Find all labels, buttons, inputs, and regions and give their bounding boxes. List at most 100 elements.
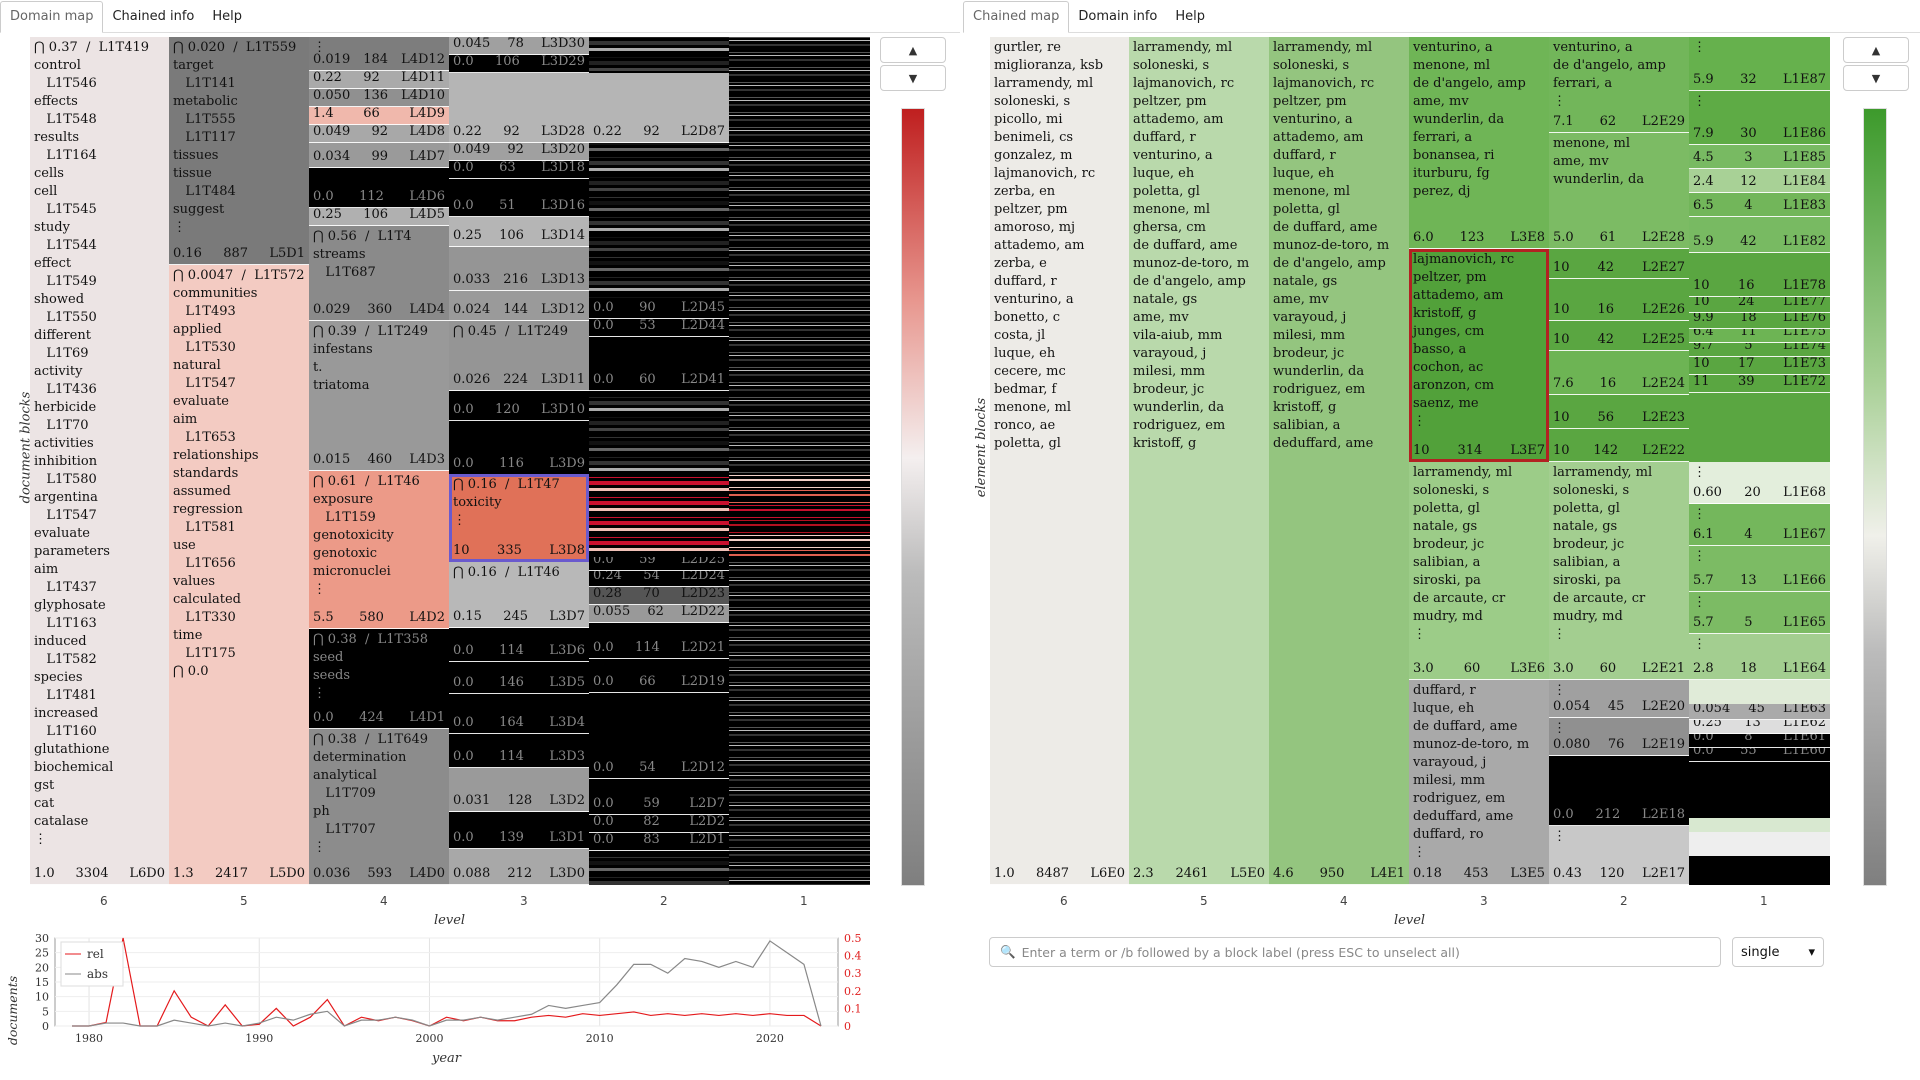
block-L1E86[interactable]: ⋮ 7.9 30 L1E86 <box>1689 91 1830 145</box>
block-L4D1[interactable]: ⋂ 0.38 / L1T358 seed seeds ⋮ 0.0 424 L4D1 <box>309 629 449 729</box>
chained-map[interactable]: gurtler, re miglioranza, ksb larramendy,… <box>990 37 1830 885</box>
block-L3D13[interactable]: 0.033 216 L3D13 <box>449 247 589 291</box>
block-L1E63[interactable]: 0.054 45 L1E63 <box>1689 704 1830 720</box>
tab-chained-info[interactable]: Chained info <box>112 9 195 24</box>
block-L1E66[interactable]: ⋮ 5.7 13 L1E66 <box>1689 546 1830 592</box>
block-L4D5[interactable]: 0.25 106 L4D5 <box>309 208 449 226</box>
domain-col-level5[interactable]: ⋂ 0.020 / L1T559 target L1T141 metabolic… <box>169 37 310 885</box>
domain-col-level1[interactable] <box>729 37 870 885</box>
block-L3E8[interactable]: venturino, a menone, ml de d'angelo, amp… <box>1409 37 1549 249</box>
block-L3D5[interactable]: 0.0 146 L3D5 <box>449 662 589 694</box>
block-L4D0[interactable]: ⋂ 0.38 / L1T649 determination analytical… <box>309 729 449 885</box>
block-L1E67[interactable]: ⋮ 6.1 4 L1E67 <box>1689 504 1830 546</box>
block-L2E19[interactable]: ⋮ 0.080 76 L2E19 <box>1549 718 1689 756</box>
block-L3D29[interactable]: 0.0 106 L3D29 <box>449 55 589 73</box>
block-L2E17[interactable]: ⋮ 0.43 120 L2E17 <box>1549 826 1689 885</box>
block-L1E75[interactable]: 6.4 11 L1E75 <box>1689 329 1830 343</box>
scroll-up-button-right[interactable]: ▲ <box>1843 37 1909 63</box>
domain-col-level3[interactable]: 0.045 78 L3D30 0.0 106 L3D29 0.22 92 L3D28 0.049 9… <box>449 37 590 885</box>
block-L2E27[interactable]: 10 42 L2E27 <box>1549 249 1689 279</box>
block-L3D3[interactable]: 0.0 114 L3D3 <box>449 734 589 768</box>
block-L5D0[interactable]: ⋂ 0.0047 / L1T572 communities L1T493 app… <box>169 265 309 885</box>
block-L3D2[interactable]: 0.031 128 L3D2 <box>449 768 589 812</box>
block-L2D12[interactable]: 0.0 54 L2D12 <box>589 693 729 779</box>
block-L3D20[interactable]: 0.049 92 L3D20 <box>449 143 589 161</box>
block-L2E18[interactable]: 0.0 212 L2E18 <box>1549 756 1689 826</box>
block-L3D8[interactable]: ⋂ 0.16 / L1T47 toxicity ⋮ 10 335 L3D8 <box>449 474 589 562</box>
block-L4D10[interactable]: 0.050 136 L4D10 <box>309 89 449 107</box>
tab-domain-info[interactable]: Domain info <box>1078 9 1158 24</box>
block-L4D3[interactable]: ⋂ 0.39 / L1T249 infestans t. triatoma 0.0… <box>309 321 449 471</box>
scroll-down-button-left[interactable]: ▼ <box>880 65 946 91</box>
block-L3D28[interactable]: 0.22 92 L3D28 <box>449 73 589 143</box>
block-L4D7[interactable]: 0.034 99 L4D7 <box>309 143 449 168</box>
block-L1E65[interactable]: ⋮ 5.7 5 L1E65 <box>1689 592 1830 634</box>
block-L4D9[interactable]: 1.4 66 L4D9 <box>309 107 449 125</box>
block-L3D7[interactable]: ⋂ 0.16 / L1T46 0.15 245 L3D7 <box>449 562 589 628</box>
block-L3D9[interactable]: 0.0 116 L3D9 <box>449 421 589 475</box>
domain-col-level6[interactable]: ⋂ 0.37 / L1T419 control L1T546 effects L… <box>30 37 170 885</box>
block-L2D2[interactable]: 0.0 82 L2D2 <box>589 815 729 833</box>
block-L2E24[interactable]: 7.6 16 L2E24 <box>1549 351 1689 395</box>
block-L1E76[interactable]: 9.9 18 L1E76 <box>1689 313 1830 329</box>
domain-map[interactable]: ⋂ 0.37 / L1T419 control L1T546 effects L… <box>30 37 870 885</box>
domain-col-level2[interactable]: 0.22 92 L2D87 0.0 90 L2D45 0.0 53 L2D44 0.0 60 L2D4… <box>589 37 730 885</box>
block-L2E23[interactable]: 10 56 L2E23 <box>1549 395 1689 429</box>
block-L1E84[interactable]: 2.4 12 L1E84 <box>1689 169 1830 193</box>
block-L1E68[interactable]: ⋮ 0.60 20 L1E68 <box>1689 462 1830 504</box>
block-L2E22[interactable]: 10 142 L2E22 <box>1549 429 1689 462</box>
block-L3D0[interactable]: 0.088 212 L3D0 <box>449 849 589 885</box>
block-L1E64[interactable]: ⋮ 2.8 18 L1E64 <box>1689 634 1830 680</box>
block-L3E6[interactable]: larramendy, ml soloneski, s poletta, gl … <box>1409 462 1549 680</box>
tab-help-left[interactable]: Help <box>212 9 243 24</box>
block-L4D8[interactable]: 0.049 92 L4D8 <box>309 125 449 143</box>
block-L1E60[interactable]: 0.0 55 L1E60 <box>1689 748 1830 762</box>
block-L2D7[interactable]: 0.0 59 L2D7 <box>589 779 729 815</box>
block-L2D24[interactable]: 0.24 54 L2D24 <box>589 571 729 587</box>
selection-mode-select[interactable]: single ▾ <box>1732 937 1824 967</box>
block-L1E61[interactable]: 0.0 8 L1E61 <box>1689 734 1830 748</box>
block-L1E74[interactable]: 9.7 5 L1E74 <box>1689 343 1830 357</box>
block-L6E0[interactable]: gurtler, re miglioranza, ksb larramendy,… <box>990 37 1129 885</box>
block-L1E62[interactable]: 0.25 13 L1E62 <box>1689 720 1830 734</box>
block-L6D0[interactable]: ⋂ 0.37 / L1T419 control L1T546 effects L… <box>30 37 169 885</box>
block-L3D10[interactable]: 0.0 120 L3D10 <box>449 391 589 421</box>
scroll-up-button-left[interactable]: ▲ <box>880 37 946 63</box>
block-L1E73[interactable]: 10 17 L1E73 <box>1689 357 1830 375</box>
block-L3D11[interactable]: ⋂ 0.45 / L1T249 0.026 224 L3D11 <box>449 321 589 391</box>
block-L4D2[interactable]: ⋂ 0.61 / L1T46 exposure L1T159 genotoxic… <box>309 471 449 629</box>
selected-block-L3E7[interactable] <box>1409 249 1549 462</box>
block-L2D87[interactable]: 0.22 92 L2D87 <box>589 73 729 143</box>
block-L2E21[interactable]: larramendy, ml soloneski, s poletta, gl … <box>1549 462 1689 680</box>
block-L4E1[interactable]: larramendy, ml soloneski, s lajmanovich,… <box>1269 37 1409 885</box>
chained-col-level2[interactable]: venturino, a de d'angelo, amp ferrari, a… <box>1549 37 1690 885</box>
block-L1E72[interactable]: 11 39 L1E72 <box>1689 375 1830 393</box>
block-L3D12[interactable]: 0.024 144 L3D12 <box>449 291 589 321</box>
block-L2D19[interactable]: 0.0 66 L2D19 <box>589 659 729 693</box>
chained-col-level6[interactable]: gurtler, re miglioranza, ksb larramendy,… <box>990 37 1130 885</box>
block-L2E28[interactable]: menone, ml ame, mv wunderlin, da 5.0 61 L2E… <box>1549 133 1689 249</box>
block-L2E25[interactable]: 10 42 L2E25 <box>1549 321 1689 351</box>
block-L2E26[interactable]: 10 16 L2E26 <box>1549 279 1689 321</box>
block-L3D18[interactable]: 0.0 63 L3D18 <box>449 161 589 179</box>
block-L3D14[interactable]: 0.25 106 L3D14 <box>449 217 589 247</box>
block-L4D4[interactable]: ⋂ 0.56 / L1T4 streams L1T687 0.029 360 L4D4 <box>309 226 449 321</box>
block-L4D11[interactable]: 0.22 92 L4D11 <box>309 71 449 89</box>
block-L2E20[interactable]: ⋮ 0.054 45 L2E20 <box>1549 680 1689 718</box>
block-L2D41[interactable]: 0.0 60 L2D41 <box>589 337 729 391</box>
domain-col-level4[interactable]: ⋮ 0.019 184 L4D12 0.22 92 L4D11 0.050 136 L4D10 1.… <box>309 37 450 885</box>
tab-help-right[interactable]: Help <box>1175 9 1206 24</box>
block-L3D30[interactable]: 0.045 78 L3D30 <box>449 37 589 55</box>
block-L3E5[interactable]: duffard, r luque, eh de duffard, ame mun… <box>1409 680 1549 885</box>
block-L3D1[interactable]: 0.0 139 L3D1 <box>449 812 589 849</box>
block-L1E85[interactable]: 4.5 3 L1E85 <box>1689 145 1830 169</box>
block-L2D21[interactable]: 0.0 114 L2D21 <box>589 623 729 659</box>
block-L4D12[interactable]: ⋮ 0.019 184 L4D12 <box>309 37 449 71</box>
block-L5D1[interactable]: ⋂ 0.020 / L1T559 target L1T141 metabolic… <box>169 37 309 265</box>
block-L2D1[interactable]: 0.0 83 L2D1 <box>589 833 729 851</box>
chained-col-level3[interactable]: venturino, a menone, ml de d'angelo, amp… <box>1409 37 1550 885</box>
block-L4D6[interactable]: 0.0 112 L4D6 <box>309 168 449 208</box>
block-L1E82[interactable]: 5.9 42 L1E82 <box>1689 217 1830 253</box>
block-L1E77[interactable]: 10 24 L1E77 <box>1689 297 1830 313</box>
scroll-down-button-right[interactable]: ▼ <box>1843 65 1909 91</box>
